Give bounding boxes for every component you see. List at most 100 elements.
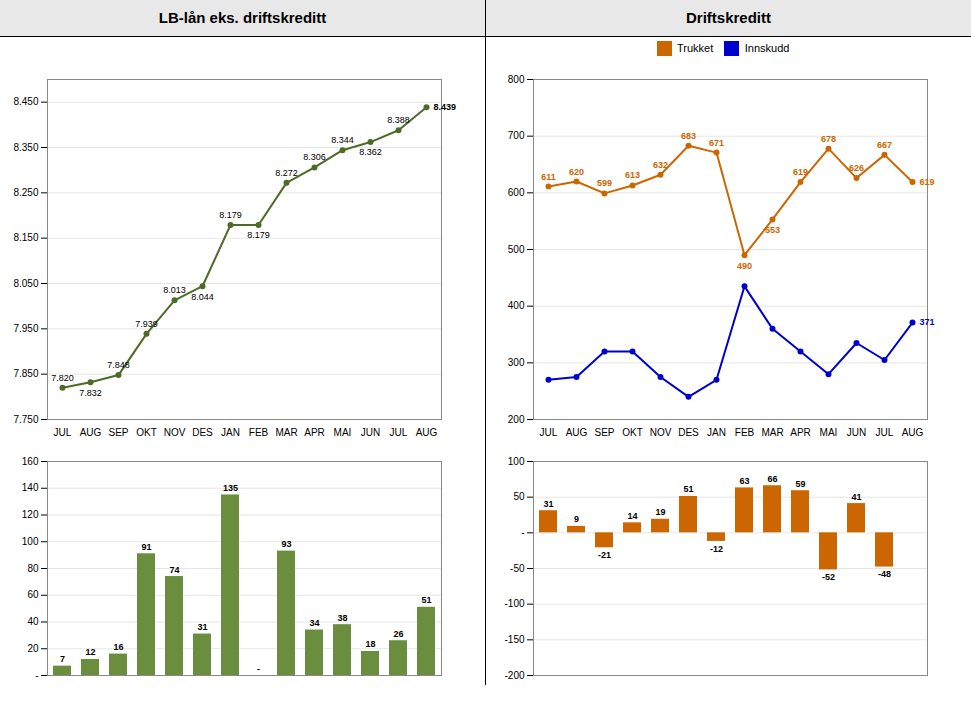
svg-text:-: - xyxy=(521,527,524,538)
svg-text:613: 613 xyxy=(624,170,639,180)
svg-text:7.750: 7.750 xyxy=(13,414,38,425)
svg-text:JUN: JUN xyxy=(360,427,379,438)
svg-text:600: 600 xyxy=(507,187,524,198)
svg-text:-48: -48 xyxy=(877,569,890,579)
svg-text:8.050: 8.050 xyxy=(13,278,38,289)
svg-text:632: 632 xyxy=(652,160,667,170)
svg-text:51: 51 xyxy=(683,484,693,494)
svg-text:8.250: 8.250 xyxy=(13,187,38,198)
svg-text:619: 619 xyxy=(792,167,807,177)
svg-text:91: 91 xyxy=(141,542,151,552)
svg-text:8.179: 8.179 xyxy=(247,230,270,240)
svg-text:MAI: MAI xyxy=(819,427,837,438)
svg-text:7.832: 7.832 xyxy=(79,388,102,398)
svg-text:8.450: 8.450 xyxy=(13,96,38,107)
svg-text:160: 160 xyxy=(21,456,38,467)
svg-text:100: 100 xyxy=(507,456,524,467)
svg-text:8.350: 8.350 xyxy=(13,142,38,153)
svg-text:JUN: JUN xyxy=(846,427,865,438)
svg-text:599: 599 xyxy=(596,178,611,188)
svg-text:8.013: 8.013 xyxy=(163,285,186,295)
svg-text:7: 7 xyxy=(59,654,64,664)
svg-text:JUL: JUL xyxy=(389,427,407,438)
svg-text:8.439: 8.439 xyxy=(433,102,456,112)
svg-text:74: 74 xyxy=(169,565,179,575)
svg-text:18: 18 xyxy=(365,639,375,649)
svg-text:JAN: JAN xyxy=(707,427,726,438)
svg-text:SEP: SEP xyxy=(594,427,614,438)
svg-text:8.150: 8.150 xyxy=(13,232,38,243)
svg-text:59: 59 xyxy=(795,479,805,489)
svg-text:400: 400 xyxy=(507,300,524,311)
svg-text:50: 50 xyxy=(513,491,525,502)
svg-text:AUG: AUG xyxy=(415,427,437,438)
svg-text:41: 41 xyxy=(851,492,861,502)
svg-text:683: 683 xyxy=(680,131,695,141)
svg-text:51: 51 xyxy=(421,595,431,605)
svg-text:-200: -200 xyxy=(504,670,524,681)
svg-text:611: 611 xyxy=(541,172,556,182)
svg-text:MAI: MAI xyxy=(333,427,351,438)
svg-text:-12: -12 xyxy=(709,544,722,554)
svg-text:100: 100 xyxy=(21,536,38,547)
svg-text:JAN: JAN xyxy=(221,427,240,438)
svg-text:8.044: 8.044 xyxy=(191,292,214,302)
svg-text:SEP: SEP xyxy=(108,427,128,438)
svg-text:8.272: 8.272 xyxy=(275,168,298,178)
svg-text:AUG: AUG xyxy=(901,427,923,438)
svg-text:FEB: FEB xyxy=(734,427,754,438)
svg-text:JUL: JUL xyxy=(53,427,71,438)
svg-text:APR: APR xyxy=(790,427,811,438)
svg-text:800: 800 xyxy=(507,74,524,85)
svg-text:619: 619 xyxy=(919,177,934,187)
svg-text:JUL: JUL xyxy=(875,427,893,438)
svg-text:34: 34 xyxy=(309,618,319,628)
svg-text:16: 16 xyxy=(113,642,123,652)
svg-text:7.848: 7.848 xyxy=(107,360,130,370)
svg-text:40: 40 xyxy=(27,616,39,627)
svg-text:8.306: 8.306 xyxy=(303,152,326,162)
svg-text:300: 300 xyxy=(507,357,524,368)
svg-text:667: 667 xyxy=(876,140,891,150)
svg-text:7.850: 7.850 xyxy=(13,368,38,379)
svg-text:7.950: 7.950 xyxy=(13,323,38,334)
svg-text:7.820: 7.820 xyxy=(51,373,74,383)
svg-text:DES: DES xyxy=(678,427,699,438)
svg-text:31: 31 xyxy=(197,622,207,632)
svg-text:500: 500 xyxy=(507,244,524,255)
svg-text:120: 120 xyxy=(21,509,38,520)
svg-text:678: 678 xyxy=(820,134,835,144)
svg-text:-100: -100 xyxy=(504,598,524,609)
svg-text:14: 14 xyxy=(627,511,637,521)
svg-text:MAR: MAR xyxy=(275,427,297,438)
svg-text:MAR: MAR xyxy=(761,427,783,438)
svg-text:200: 200 xyxy=(507,414,524,425)
svg-text:371: 371 xyxy=(919,317,934,327)
svg-text:FEB: FEB xyxy=(248,427,268,438)
svg-text:-50: -50 xyxy=(510,563,525,574)
svg-text:20: 20 xyxy=(27,643,39,654)
svg-text:620: 620 xyxy=(568,167,583,177)
svg-text:12: 12 xyxy=(85,647,95,657)
svg-text:OKT: OKT xyxy=(136,427,157,438)
svg-text:APR: APR xyxy=(304,427,325,438)
svg-text:553: 553 xyxy=(764,225,779,235)
svg-text:63: 63 xyxy=(739,476,749,486)
svg-text:31: 31 xyxy=(543,499,553,509)
svg-text:DES: DES xyxy=(192,427,213,438)
svg-text:8.362: 8.362 xyxy=(359,147,382,157)
svg-text:-150: -150 xyxy=(504,634,524,645)
svg-text:135: 135 xyxy=(222,483,237,493)
svg-text:671: 671 xyxy=(708,138,723,148)
svg-text:8.388: 8.388 xyxy=(387,115,410,125)
svg-text:38: 38 xyxy=(337,613,347,623)
svg-text:66: 66 xyxy=(767,474,777,484)
svg-text:93: 93 xyxy=(281,539,291,549)
svg-text:AUG: AUG xyxy=(565,427,587,438)
svg-text:AUG: AUG xyxy=(79,427,101,438)
svg-text:8.344: 8.344 xyxy=(331,135,354,145)
svg-text:19: 19 xyxy=(655,507,665,517)
svg-text:-52: -52 xyxy=(821,572,834,582)
svg-text:NOV: NOV xyxy=(163,427,185,438)
svg-text:80: 80 xyxy=(27,563,39,574)
